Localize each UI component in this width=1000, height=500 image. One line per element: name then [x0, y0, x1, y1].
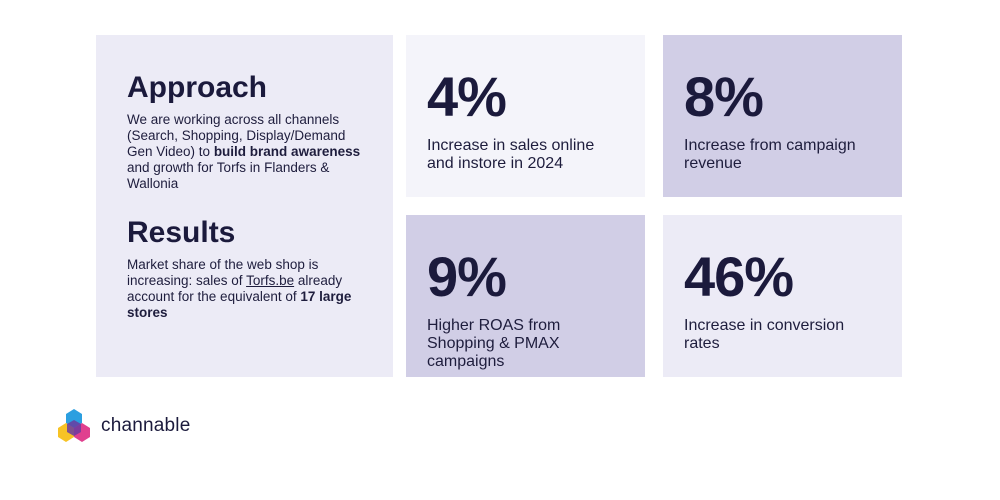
stat-value: 4% — [427, 65, 507, 128]
channable-logo: channable — [56, 408, 191, 444]
approach-results-panel: Approach We are working across all chann… — [96, 35, 393, 377]
stat-card-sales: 4% Increase in sales online and instore … — [406, 35, 645, 197]
channable-logo-icon — [58, 409, 90, 442]
stat-label: Higher ROAS from Shopping & PMAX campaig… — [427, 317, 561, 370]
logo-cube-core — [67, 420, 81, 436]
stat-card-campaign-revenue: 8% Increase from campaign revenue — [663, 35, 902, 197]
stat-label: Increase in conversion rates — [684, 317, 845, 352]
approach-heading: Approach — [127, 71, 268, 104]
results-text-part1: Market share of the web shop is increasi… — [127, 257, 319, 288]
torfs-link[interactable]: Torfs.be — [246, 273, 295, 288]
brand-name: channable — [101, 415, 191, 436]
stat-card-conversion: 46% Increase in conversion rates — [663, 215, 902, 377]
stat-value: 9% — [427, 245, 507, 308]
approach-text: We are working across all channels (Sear… — [127, 112, 363, 192]
stat-label: Increase from campaign revenue — [684, 137, 856, 172]
stat-card-roas: 9% Higher ROAS from Shopping & PMAX camp… — [406, 215, 645, 377]
results-text-part2: already account for the equivalent of — [127, 273, 343, 304]
stat-value: 46% — [684, 245, 794, 308]
approach-text-part1: We are working across all channels (Sear… — [127, 112, 346, 159]
approach-text-bold: build brand awareness — [213, 144, 361, 159]
results-text-bold: 17 large stores — [127, 289, 352, 320]
stat-value: 8% — [684, 65, 764, 128]
stat-label: Increase in sales online and instore in … — [427, 137, 595, 172]
results-heading: Results — [127, 216, 236, 249]
approach-text-part2: and growth for Torfs in Flanders & Wallo… — [127, 160, 330, 191]
results-text: Market share of the web shop is increasi… — [127, 257, 363, 321]
